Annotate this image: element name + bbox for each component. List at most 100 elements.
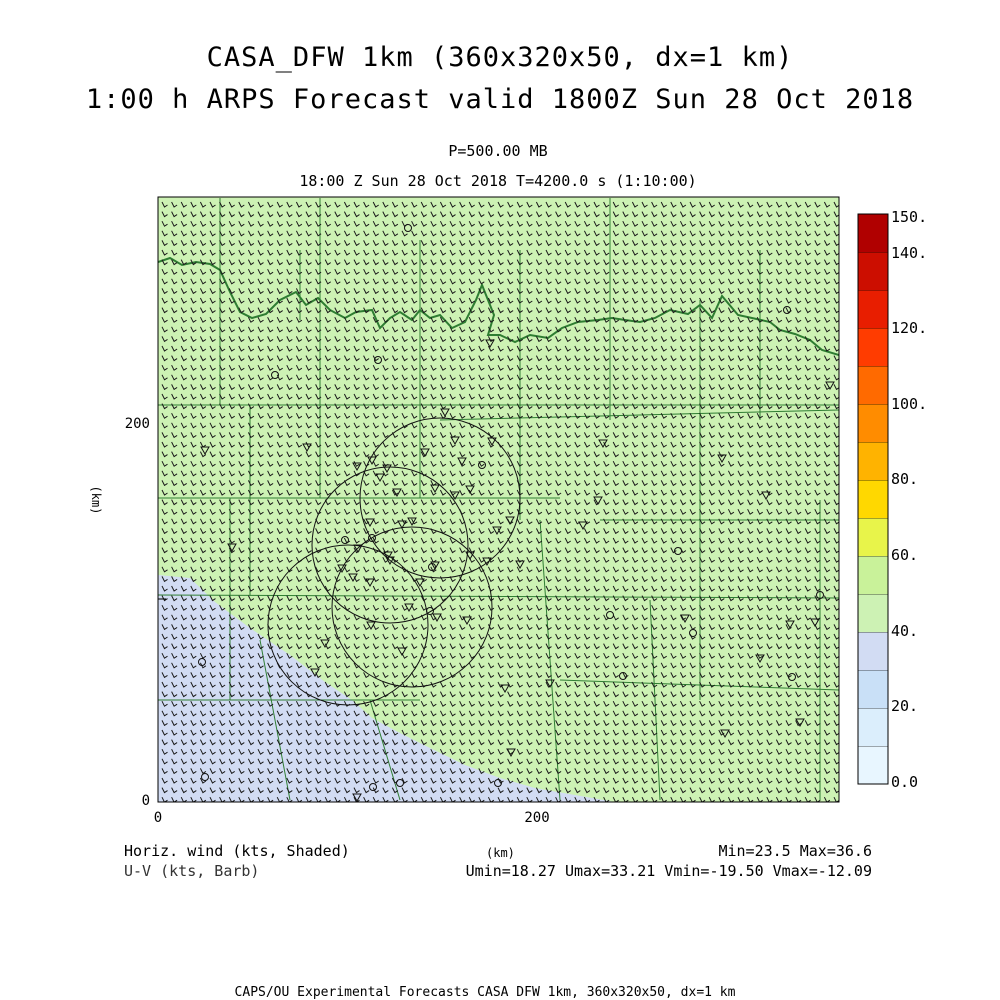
colorbar-band	[857, 631, 889, 671]
colorbar-band	[857, 441, 889, 481]
station-triangle	[487, 437, 497, 447]
colorbar-label: 60.	[891, 546, 918, 564]
station-triangle	[482, 557, 492, 567]
station-circle	[788, 673, 796, 681]
station-circle	[606, 611, 614, 619]
station-triangle	[430, 484, 440, 494]
radar-ring-1	[359, 417, 521, 579]
station-circle	[674, 547, 682, 555]
county-line	[259, 639, 291, 801]
colorbar-band	[857, 327, 889, 367]
station-circle	[783, 306, 791, 314]
wind-speed-band-25-30	[158, 575, 615, 802]
y-tick-200: 200	[125, 416, 150, 432]
wind-barbs	[161, 201, 839, 802]
station-triangle	[755, 654, 765, 664]
county-line	[649, 599, 661, 801]
station-triangle	[505, 516, 515, 526]
colorbar-label: 150.	[891, 208, 927, 226]
county-line	[439, 409, 839, 421]
station-triangle	[382, 464, 392, 474]
station-triangle	[462, 616, 472, 626]
station-circle	[494, 779, 502, 787]
station-triangle	[430, 561, 440, 571]
station-triangle	[366, 621, 376, 631]
station-circle	[374, 356, 382, 364]
station-triangle	[385, 556, 395, 566]
footer-field-label: Horiz. wind (kts, Shaded)	[124, 842, 350, 860]
station-circle	[198, 658, 206, 666]
pressure-level: P=500.00 MB	[448, 142, 548, 160]
radar-ring-3	[267, 544, 429, 706]
station-triangle	[365, 518, 375, 528]
station-triangle	[227, 543, 237, 553]
station-triangle	[485, 339, 495, 349]
station-triangle	[680, 614, 690, 624]
station-circle	[816, 591, 824, 599]
y-tick-0: 0	[142, 793, 150, 809]
red-river-boundary	[158, 256, 839, 356]
station-triangle	[457, 457, 467, 467]
station-triangle	[352, 793, 362, 802]
station-triangle	[578, 521, 588, 531]
station-circle	[619, 672, 627, 680]
colorbar-band	[857, 555, 889, 595]
station-triangle	[383, 551, 393, 561]
station-triangle	[515, 560, 525, 570]
station-triangle	[492, 526, 502, 536]
station-circle	[369, 783, 377, 791]
station-circle	[404, 224, 412, 232]
station-triangle	[440, 408, 450, 418]
station-triangle	[795, 718, 805, 728]
colorbar-band	[857, 593, 889, 633]
colorbar-label: 40.	[891, 622, 918, 640]
station-triangle	[825, 381, 835, 391]
station-triangle	[432, 613, 442, 623]
station-triangle	[397, 647, 407, 657]
station-triangle	[465, 485, 475, 495]
colorbar-band	[857, 213, 889, 253]
x-tick-0: 0	[154, 810, 162, 826]
station-triangle	[785, 620, 795, 630]
station-triangle	[320, 639, 330, 649]
radar-ring-4	[331, 526, 493, 688]
station-circle	[428, 563, 436, 571]
station-triangle	[415, 578, 425, 588]
colorbar-labels: 150. 140. 120. 100. 80. 60. 40. 20. 0.0	[891, 208, 927, 791]
station-triangle	[761, 491, 771, 501]
county-line	[559, 679, 839, 691]
station-triangle	[392, 488, 402, 498]
footer-uv-range: Umin=18.27 Umax=33.21 Vmin=-19.50 Vmax=-…	[465, 862, 872, 880]
station-triangle	[500, 684, 510, 694]
station-triangle	[310, 668, 320, 678]
colorbar-label: 100.	[891, 395, 927, 413]
station-triangle	[365, 578, 375, 588]
plot-frame	[157, 196, 840, 803]
station-circle	[341, 536, 349, 544]
colorbar-band	[857, 669, 889, 709]
colorbar-label: 20.	[891, 697, 918, 715]
station-circle	[478, 461, 486, 469]
station-triangle	[717, 454, 727, 464]
station-triangle	[598, 439, 608, 449]
station-triangle	[545, 679, 555, 689]
station-triangle	[302, 443, 312, 453]
footer-credit: CAPS/OU Experimental Forecasts CASA DFW …	[234, 985, 736, 1000]
station-triangle	[420, 448, 430, 458]
colorbar	[857, 213, 889, 785]
footer-barb-label: U-V (kts, Barb)	[124, 862, 260, 880]
county-line	[539, 519, 561, 801]
station-markers	[198, 224, 835, 802]
colorbar-band	[857, 251, 889, 291]
colorbar-band	[857, 517, 889, 557]
colorbar-band	[857, 479, 889, 519]
station-circle	[396, 779, 404, 787]
barb-field	[161, 201, 839, 802]
valid-time: 18:00 Z Sun 28 Oct 2018 T=4200.0 s (1:10…	[299, 172, 697, 190]
station-triangle	[450, 436, 460, 446]
station-triangle	[506, 748, 516, 758]
colorbar-label: 140.	[891, 244, 927, 262]
station-triangle	[720, 729, 730, 739]
y-axis-label: (km)	[89, 486, 103, 515]
x-axis-unit: (km)	[486, 846, 515, 860]
